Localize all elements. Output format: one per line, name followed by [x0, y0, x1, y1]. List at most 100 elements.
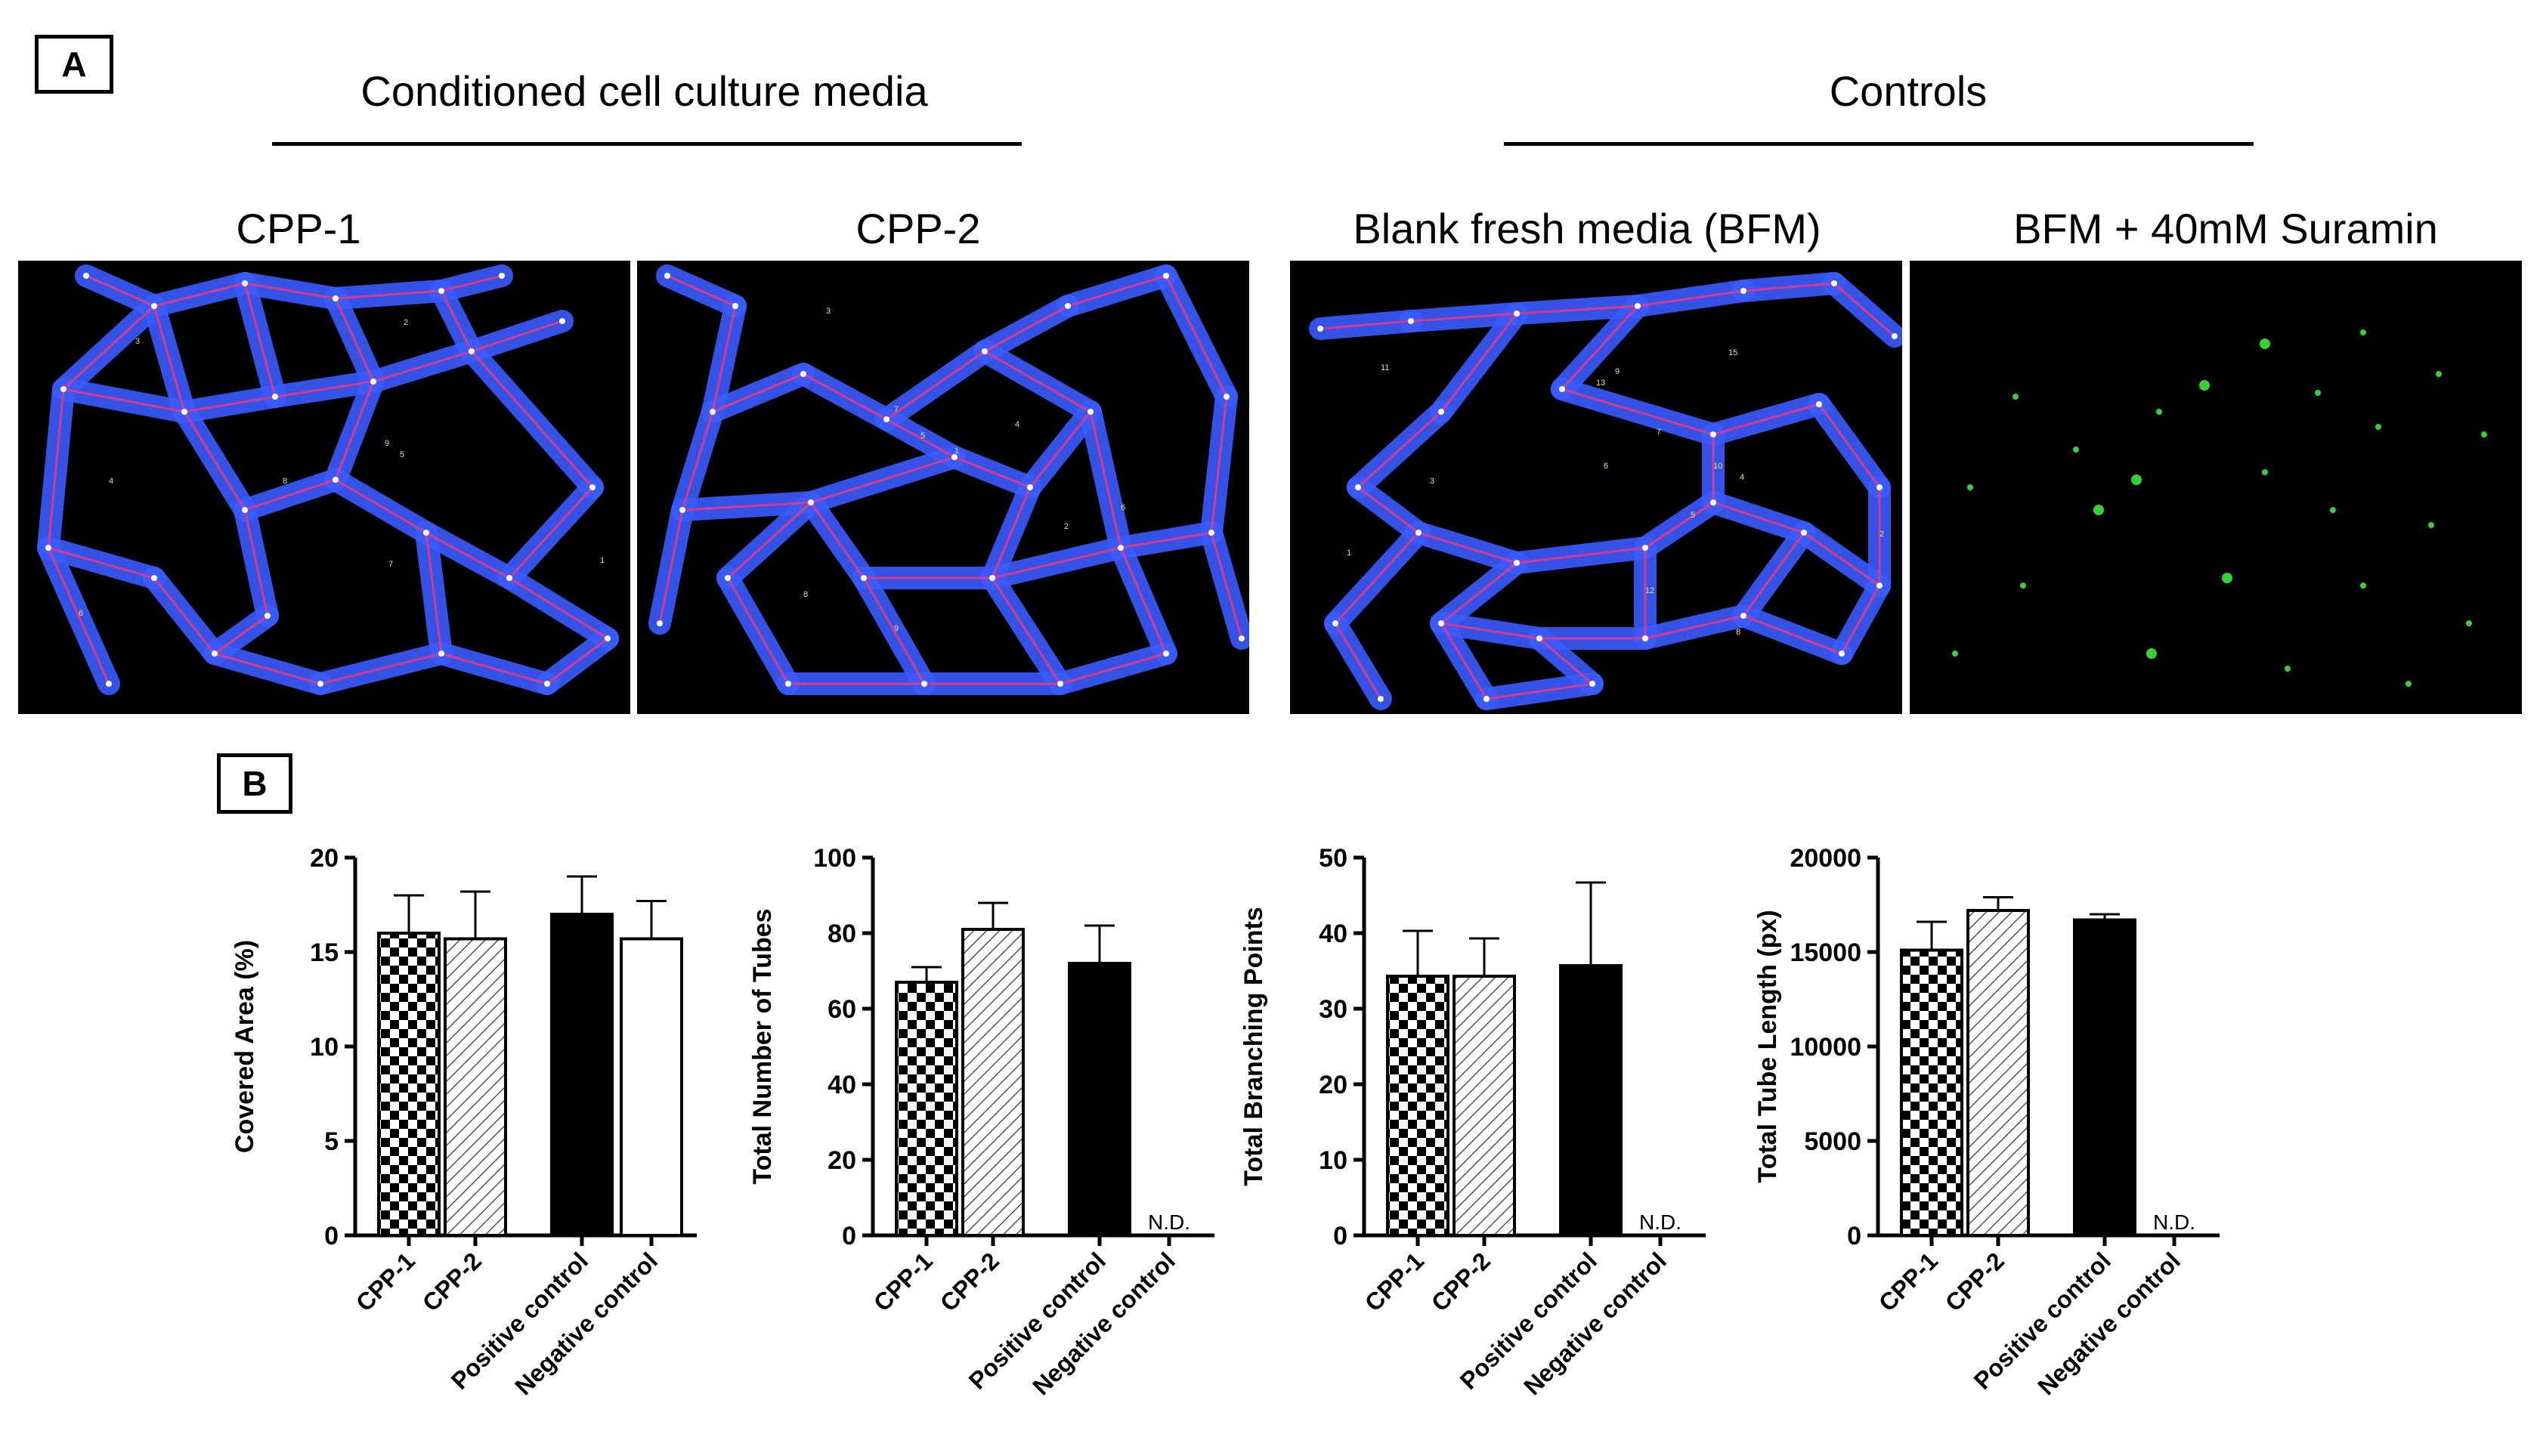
y-tick-label: 20 — [310, 844, 339, 873]
cell-dot — [2262, 469, 2268, 475]
branch-node — [989, 575, 995, 581]
cell-dot — [2405, 681, 2412, 687]
cell-dot — [1952, 651, 1958, 657]
branch-node — [370, 379, 376, 385]
branch-node — [1087, 409, 1094, 415]
branch-node — [333, 477, 339, 483]
branch-node — [808, 499, 814, 505]
branch-node — [1801, 530, 1807, 536]
cell-dot — [2131, 475, 2142, 485]
branch-node — [1317, 326, 1323, 332]
branch-node — [1438, 620, 1444, 626]
branch-node — [664, 273, 670, 279]
micrograph-cpp1: 3 2 4 5 6 7 1 8 9 — [18, 261, 630, 714]
branch-node — [1438, 409, 1444, 415]
tube-glow — [648, 264, 1249, 695]
branch-node — [1589, 681, 1595, 687]
bar-cpp-2 — [1966, 909, 2030, 1237]
branch-node — [333, 295, 339, 301]
image-title-cpp1: CPP-1 — [236, 205, 361, 252]
branch-node — [1635, 303, 1641, 309]
branch-node — [181, 409, 187, 415]
mesh-number: 9 — [894, 624, 899, 633]
mesh-number: 8 — [283, 477, 287, 486]
y-axis-label: Total Branching Points — [1239, 907, 1268, 1186]
cell-dot — [2375, 424, 2381, 430]
image-title-cpp2: CPP-2 — [855, 205, 981, 252]
branch-node — [657, 620, 663, 626]
y-tick-label: 20 — [1319, 1071, 1347, 1099]
branch-node — [1065, 303, 1071, 309]
branch-node — [1208, 530, 1214, 536]
y-tick-label: 50 — [1319, 844, 1347, 873]
y-tick-label: 10 — [1319, 1146, 1347, 1175]
y-tick-label: 20000 — [1790, 844, 1861, 873]
x-tick-label: CPP-1 — [868, 1247, 938, 1316]
tube-skeleton — [658, 274, 1243, 685]
branch-node — [589, 484, 596, 490]
bar-positive-control — [550, 913, 614, 1237]
y-tick-label: 30 — [1319, 995, 1347, 1024]
bar-positive-control — [1559, 964, 1623, 1237]
tube-glow — [1309, 272, 1902, 710]
x-tick-label: CPP-1 — [1873, 1247, 1943, 1316]
x-tick-label: CPP-2 — [935, 1247, 1004, 1316]
y-tick-label: 15 — [310, 938, 339, 967]
cell-dot — [2436, 371, 2442, 377]
branch-node — [1740, 613, 1746, 619]
branch-node — [83, 273, 89, 279]
x-tick-label: CPP-1 — [351, 1247, 420, 1316]
bar-negative-control — [620, 937, 683, 1237]
y-tick-label: 60 — [828, 995, 856, 1024]
bar-positive-control — [1068, 962, 1131, 1237]
branch-node — [212, 651, 218, 657]
mesh-number: 8 — [1736, 628, 1740, 637]
mesh-number: 3 — [1430, 477, 1434, 486]
panel-a-label: A — [35, 35, 113, 94]
value-label: N.D. — [2153, 1210, 2195, 1234]
value-label: N.D. — [1148, 1210, 1190, 1234]
mesh-number: 9 — [385, 439, 389, 448]
branch-node — [725, 575, 731, 581]
mesh-number: 1 — [1347, 549, 1351, 558]
mesh-number: 1 — [954, 447, 959, 456]
branch-node — [883, 416, 889, 422]
cell-dot — [1967, 484, 1973, 490]
y-tick-label: 40 — [828, 1071, 856, 1099]
y-axis-label: Total Tube Length (px) — [1753, 910, 1782, 1182]
branch-node — [106, 681, 112, 687]
group-rule-conditioned — [272, 142, 1022, 146]
branch-node — [1536, 635, 1542, 641]
branch-node — [1163, 651, 1169, 657]
y-tick-label: 10 — [310, 1033, 339, 1062]
micrograph-bfm: 11 15 7 10 1 12 8 3 4 5 9 13 6 2 — [1290, 261, 1902, 714]
tube-glow — [37, 264, 619, 695]
bar-cpp-1 — [377, 932, 441, 1237]
bar-cpp-2 — [1453, 975, 1516, 1237]
mesh-number: 1 — [600, 556, 605, 565]
y-tick-label: 20 — [828, 1146, 856, 1175]
cells-suramin — [1952, 329, 2487, 687]
branch-node — [1876, 484, 1883, 490]
x-tick-label: CPP-1 — [1360, 1247, 1429, 1316]
branch-node — [423, 530, 429, 536]
y-tick-label: 15000 — [1790, 938, 1861, 967]
branch-node — [1831, 280, 1837, 286]
y-axis-label: Covered Area (%) — [230, 940, 259, 1153]
branch-node — [45, 545, 51, 551]
mesh-number: 2 — [404, 318, 408, 327]
chart-branching-points: Total Branching Points 0 10 20 30 40 50 CPP-1CP… — [1239, 844, 1706, 1400]
mesh-number: 8 — [803, 590, 808, 599]
mesh-number: 2 — [1064, 522, 1069, 531]
mesh-number: 4 — [1740, 473, 1744, 482]
branch-node — [1514, 311, 1520, 317]
cell-dot — [2330, 507, 2336, 513]
branch-node — [1163, 273, 1169, 279]
branch-node — [605, 635, 611, 641]
chart-covered-area: Covered Area (%)05101520CPP-1CPP-2Positi… — [230, 844, 697, 1400]
mesh-number: 10 — [1713, 462, 1722, 471]
branch-node — [1057, 681, 1063, 687]
cell-dot — [2073, 447, 2079, 453]
branch-node — [469, 348, 475, 354]
tube-skeleton — [47, 274, 608, 685]
